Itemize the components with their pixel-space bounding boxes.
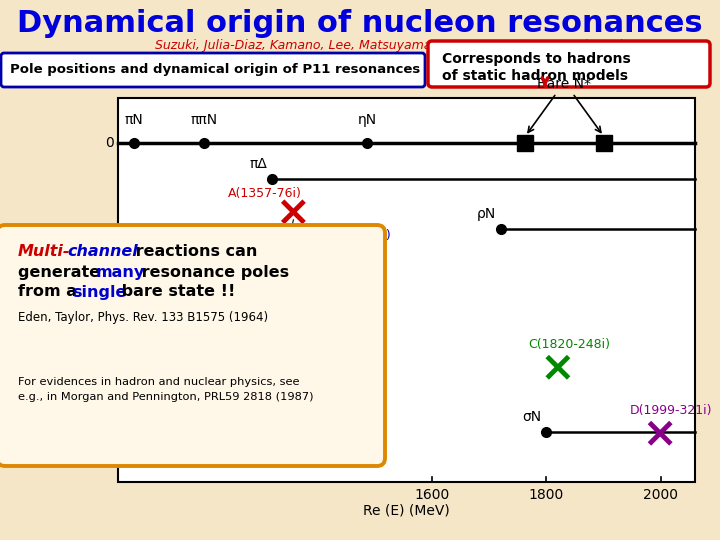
- Text: C(1820-248i): C(1820-248i): [528, 338, 610, 351]
- Text: Im (E) (MeV): Im (E) (MeV): [51, 247, 65, 333]
- Text: of static hadron models: of static hadron models: [442, 69, 628, 83]
- Text: channel: channel: [67, 245, 138, 260]
- Text: 2000: 2000: [643, 488, 678, 502]
- Text: ρN: ρN: [477, 207, 496, 221]
- Text: ηN: ηN: [358, 113, 377, 127]
- Text: from a: from a: [18, 285, 83, 300]
- FancyBboxPatch shape: [1, 53, 425, 87]
- Text: resonance poles: resonance poles: [136, 265, 289, 280]
- Text: D(1999-321i): D(1999-321i): [630, 404, 713, 417]
- Text: B(1364-105i): B(1364-105i): [310, 229, 391, 242]
- Text: Corresponds to hadrons: Corresponds to hadrons: [442, 52, 631, 66]
- Text: A(1357-76i): A(1357-76i): [228, 187, 302, 200]
- Text: 1400: 1400: [346, 342, 369, 351]
- Text: bare state !!: bare state !!: [116, 285, 235, 300]
- Text: single: single: [72, 285, 127, 300]
- Text: 1800: 1800: [529, 488, 564, 502]
- Text: 0: 0: [105, 136, 114, 150]
- Text: πΔ: πΔ: [249, 157, 267, 171]
- Text: 1600: 1600: [415, 488, 450, 502]
- Text: Multi-: Multi-: [18, 245, 71, 260]
- Text: Bare N*: Bare N*: [537, 77, 591, 91]
- Text: σN: σN: [522, 410, 541, 424]
- Text: -100: -100: [83, 226, 114, 240]
- Text: e.g., in Morgan and Pennington, PRL59 2818 (1987): e.g., in Morgan and Pennington, PRL59 28…: [18, 392, 313, 402]
- Text: many: many: [96, 265, 145, 280]
- Text: Dynamical origin of nucleon resonances: Dynamical origin of nucleon resonances: [17, 10, 703, 38]
- FancyBboxPatch shape: [154, 234, 381, 371]
- Text: Pole positions and dynamical origin of P11 resonances: Pole positions and dynamical origin of P…: [10, 64, 420, 77]
- FancyBboxPatch shape: [428, 41, 710, 87]
- Bar: [118, 98, 695, 482]
- FancyBboxPatch shape: [0, 225, 385, 466]
- Text: reactions can: reactions can: [130, 245, 257, 260]
- Text: Re (E) (MeV): Re (E) (MeV): [363, 504, 450, 518]
- Text: Eden, Taylor, Phys. Rev. 133 B1575 (1964): Eden, Taylor, Phys. Rev. 133 B1575 (1964…: [18, 312, 268, 325]
- Text: 0: 0: [180, 256, 186, 266]
- Text: For evidences in hadron and nuclear physics, see: For evidences in hadron and nuclear phys…: [18, 377, 300, 387]
- Text: ππN: ππN: [190, 113, 217, 127]
- Text: πN: πN: [125, 113, 143, 127]
- Text: generate: generate: [18, 265, 106, 280]
- Text: Suzuki, Julia-Diaz, Kamano, Lee, Matsuyama, Sato, PRL 104 065203 (2010): Suzuki, Julia-Diaz, Kamano, Lee, Matsuya…: [156, 39, 625, 52]
